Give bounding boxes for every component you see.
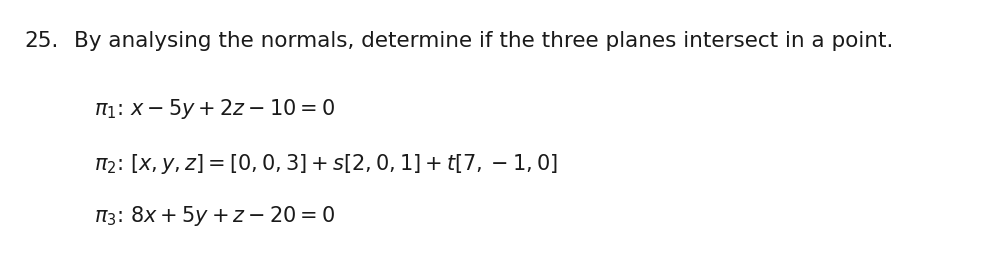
- Text: $\pi_2$: $[x, y, z] = [0, 0, 3] + s[2, 0, 1] + t[7, -1, 0]$: $\pi_2$: $[x, y, z] = [0, 0, 3] + s[2, 0…: [94, 152, 558, 176]
- Text: $\pi_3$: $8x + 5y + z - 20 = 0$: $\pi_3$: $8x + 5y + z - 20 = 0$: [94, 204, 335, 228]
- Text: 25.: 25.: [25, 31, 59, 51]
- Text: $\pi_1$: $x - 5y + 2z - 10 = 0$: $\pi_1$: $x - 5y + 2z - 10 = 0$: [94, 97, 335, 121]
- Text: By analysing the normals, determine if the three planes intersect in a point.: By analysing the normals, determine if t…: [74, 31, 893, 51]
